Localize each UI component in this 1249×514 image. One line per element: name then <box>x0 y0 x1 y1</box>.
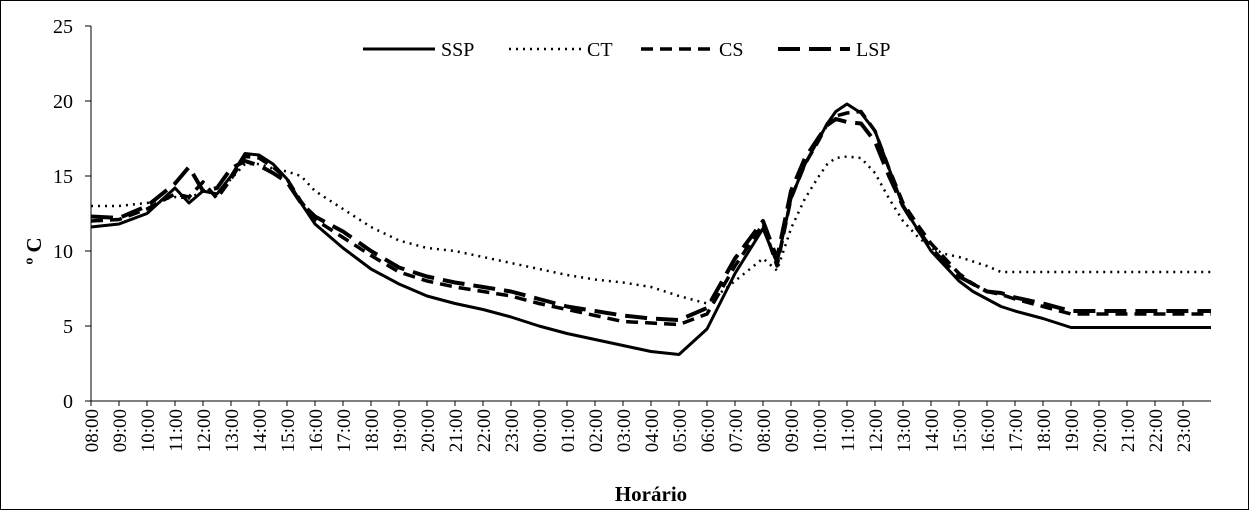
series-lines <box>90 102 1211 356</box>
y-axis-ticks: 0 5 10 15 20 25 <box>53 16 91 413</box>
x-tick-label: 07:00 <box>726 409 747 452</box>
series-line-cs <box>90 109 1211 327</box>
x-tick-label: 10:00 <box>138 409 159 452</box>
chart-axes <box>90 26 1211 402</box>
y-tick-label: 5 <box>63 316 73 338</box>
series-line-ct <box>91 155 1211 305</box>
x-tick-label: 20:00 <box>1090 409 1111 452</box>
series-line-ssp <box>90 102 1211 356</box>
x-tick-label: 11:00 <box>838 409 859 452</box>
legend-label: SSP <box>441 39 474 61</box>
y-axis-title: º C <box>22 237 46 264</box>
x-tick-label: 20:00 <box>418 409 439 452</box>
x-tick-label: 18:00 <box>362 409 383 452</box>
x-tick-label: 03:00 <box>614 409 635 452</box>
x-tick-label: 08:00 <box>82 409 103 452</box>
x-tick-label: 13:00 <box>894 409 915 452</box>
x-tick-label: 14:00 <box>250 409 271 452</box>
x-tick-label: 09:00 <box>782 409 803 452</box>
legend-item-lsp: LSP <box>778 39 890 61</box>
legend-label: CS <box>719 39 743 61</box>
y-tick-label: 20 <box>53 91 73 113</box>
x-tick-label: 17:00 <box>1006 409 1027 452</box>
legend-label: CT <box>587 39 613 61</box>
x-tick-label: 14:00 <box>922 409 943 452</box>
x-tick-label: 08:00 <box>754 409 775 452</box>
x-tick-label: 21:00 <box>446 409 467 452</box>
legend-item-ssp: SSP <box>363 39 474 61</box>
x-tick-label: 00:00 <box>530 409 551 452</box>
x-tick-label: 04:00 <box>642 409 663 452</box>
x-tick-label: 10:00 <box>810 409 831 452</box>
legend-item-ct: CT <box>509 39 613 61</box>
x-tick-label: 21:00 <box>1118 409 1139 452</box>
x-axis-ticks: 08:00 09:00 10:00 11:00 12:00 13:00 14:00 15:00… <box>82 401 1195 452</box>
x-tick-label: 01:00 <box>558 409 579 452</box>
x-tick-label: 12:00 <box>866 409 887 452</box>
x-tick-label: 13:00 <box>222 409 243 452</box>
y-tick-label: 25 <box>53 16 73 38</box>
x-tick-label: 12:00 <box>194 409 215 452</box>
x-tick-label: 09:00 <box>110 409 131 452</box>
x-tick-label: 16:00 <box>978 409 999 452</box>
y-tick-label: 15 <box>53 166 73 188</box>
x-tick-label: 19:00 <box>1062 409 1083 452</box>
chart-legend: SSP CT CS LSP <box>363 39 890 61</box>
x-tick-label: 05:00 <box>670 409 691 452</box>
y-tick-label: 0 <box>63 391 73 413</box>
x-tick-label: 06:00 <box>698 409 719 452</box>
x-tick-label: 22:00 <box>474 409 495 452</box>
x-tick-label: 23:00 <box>502 409 523 452</box>
y-tick-label: 10 <box>53 241 73 263</box>
x-tick-label: 11:00 <box>166 409 187 452</box>
legend-label: LSP <box>856 39 890 61</box>
x-tick-label: 23:00 <box>1174 409 1195 452</box>
x-tick-label: 17:00 <box>334 409 355 452</box>
x-tick-label: 15:00 <box>950 409 971 452</box>
x-tick-label: 22:00 <box>1146 409 1167 452</box>
x-tick-label: 15:00 <box>278 409 299 452</box>
x-tick-label: 18:00 <box>1034 409 1055 452</box>
legend-item-cs: CS <box>641 39 743 61</box>
x-tick-label: 19:00 <box>390 409 411 452</box>
x-tick-label: 02:00 <box>586 409 607 452</box>
series-line-lsp <box>90 117 1211 322</box>
x-axis-title: Horário <box>615 482 687 506</box>
x-tick-label: 16:00 <box>306 409 327 452</box>
